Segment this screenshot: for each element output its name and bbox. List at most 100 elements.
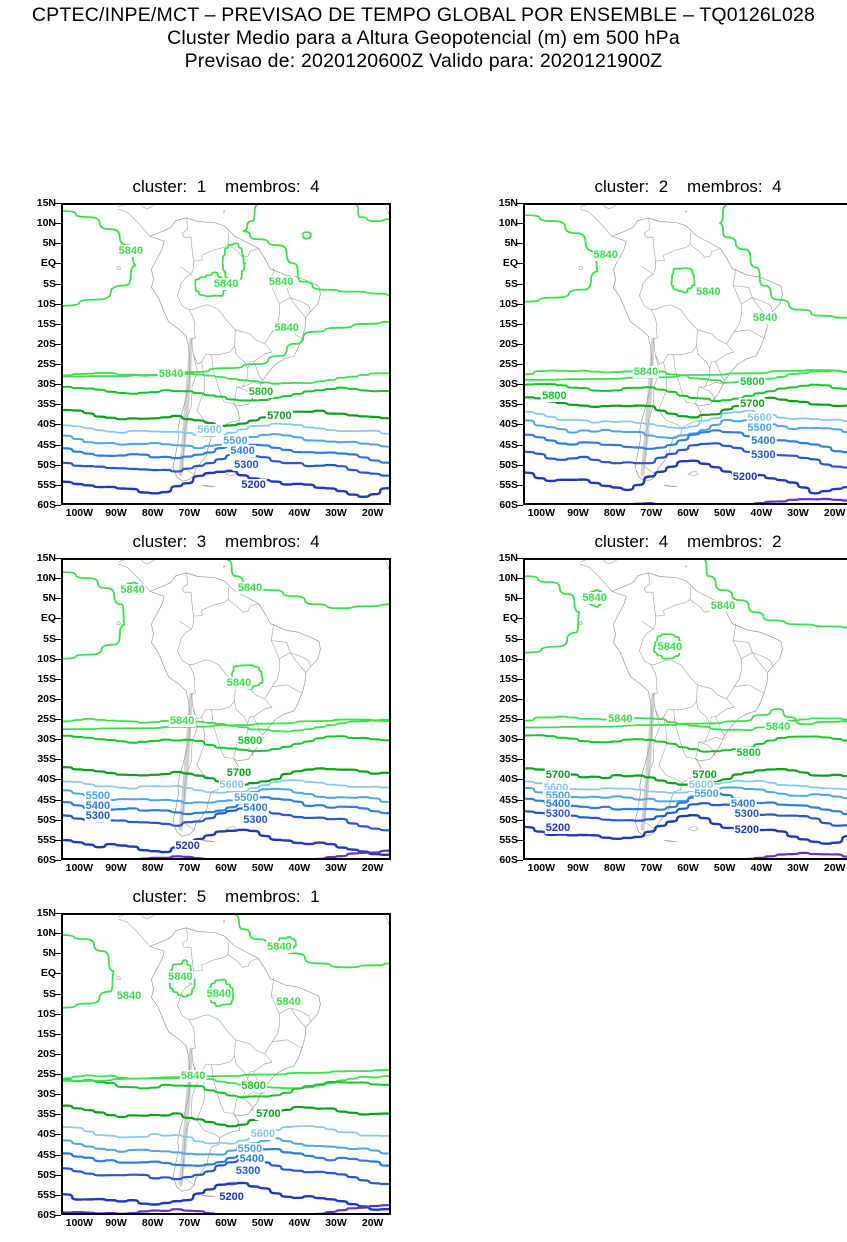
contour-5840: [63, 210, 137, 307]
y-axis-tick: [55, 203, 61, 204]
y-axis-label: 10S: [37, 652, 56, 665]
y-axis-tick: [517, 464, 523, 466]
contour-5840: [63, 320, 389, 378]
y-axis-tick: [517, 638, 523, 640]
contour-label: 5600: [746, 412, 773, 425]
chart-header: CPTEC/INPE/MCT – PREVISAO DE TEMPO GLOBA…: [0, 0, 847, 73]
y-axis-label: 20S: [37, 337, 56, 350]
contour-label: 5200: [731, 470, 759, 483]
contour-label: 5840: [212, 277, 240, 290]
contour-5800: [63, 734, 389, 753]
x-axis-label: 50W: [713, 507, 736, 519]
x-axis-label: 70W: [178, 1217, 201, 1229]
y-axis-label: 35S: [37, 1108, 56, 1121]
x-axis-label: 100W: [65, 1217, 94, 1229]
contour-5700: [525, 767, 847, 787]
y-axis-label: 15S: [499, 317, 518, 330]
x-axis-label: 90W: [105, 862, 127, 874]
x-axis-label: 30W: [325, 1217, 347, 1229]
contour-5840: [63, 1069, 389, 1082]
contour-5300: [525, 442, 847, 469]
x-axis-label: 50W: [251, 1217, 274, 1229]
contour-5600: [63, 422, 389, 438]
y-axis-label: 20S: [499, 337, 518, 350]
contour-label: 5840: [117, 245, 145, 258]
x-axis-label: 60W: [215, 507, 237, 519]
contour-label: 5840: [119, 584, 146, 597]
y-axis-tick: [517, 839, 523, 841]
contour-label: 5840: [581, 592, 608, 605]
contour-5840: [525, 708, 847, 729]
y-axis-tick: [517, 558, 523, 559]
cluster-panel-1: cluster: 1 membros: 4 15N 10N 5N EQ 5S 10S 15S 2…: [20, 177, 432, 532]
contour-label: 5840: [656, 640, 684, 653]
x-axis-label: 50W: [251, 862, 274, 874]
contour-5840: [525, 715, 847, 732]
y-axis-label: 15S: [37, 1027, 56, 1040]
x-axis-label: 20W: [361, 507, 384, 519]
y-axis-label: 15N: [36, 197, 56, 209]
contour-5700: [63, 408, 389, 428]
contour-label: 5840: [267, 275, 295, 288]
y-axis-label: 10S: [499, 297, 518, 310]
y-axis-label: EQ: [40, 967, 56, 980]
contour-5400: [525, 792, 847, 816]
y-axis-label: 45S: [37, 793, 56, 806]
contour-label: 5840: [607, 713, 634, 726]
panel-title-cluster-3: cluster: 3 membros: 4: [132, 532, 320, 551]
y-axis-label: 30S: [499, 733, 518, 746]
contour-label: 5800: [247, 386, 275, 399]
y-axis-tick: [55, 993, 61, 995]
header-line-3: Previsao de: 2020120600Z Valido para: 20…: [184, 50, 663, 72]
x-axis-label: 20W: [361, 1217, 384, 1229]
contour-map: [525, 205, 847, 503]
y-axis-label: 55S: [37, 833, 56, 846]
y-axis-label: 30S: [37, 378, 56, 391]
x-axis-label: 40W: [750, 862, 773, 874]
contour-label: 5200: [544, 821, 572, 834]
contour-label: 5840: [179, 1070, 207, 1083]
contour-5840: [525, 214, 599, 303]
y-axis-label: 5N: [42, 237, 56, 250]
x-axis-label: 40W: [288, 1217, 311, 1229]
contour-5100: [88, 849, 389, 858]
y-axis-tick: [55, 303, 61, 305]
y-axis-label: 35S: [499, 753, 518, 766]
contour-label: 5500: [233, 791, 260, 804]
x-axis-label: 100W: [527, 507, 556, 519]
contour-label: 5840: [115, 989, 143, 1002]
y-axis-label: 30S: [499, 378, 518, 391]
contour-map: [525, 560, 847, 858]
y-axis-label: 10S: [37, 1007, 56, 1020]
x-axis-label: 30W: [787, 507, 809, 519]
y-axis-tick: [517, 505, 523, 506]
y-axis-label: EQ: [40, 257, 56, 270]
y-axis-tick: [55, 558, 61, 559]
y-axis-tick: [517, 860, 523, 861]
x-axis-label: 60W: [215, 1217, 237, 1229]
contour-label: 5500: [693, 787, 720, 800]
y-axis-label: 35S: [37, 398, 56, 411]
y-axis-tick: [517, 618, 523, 620]
cluster-panel-2: cluster: 2 membros: 4 15N 10N 5N EQ 5S 10S 15S 2…: [482, 177, 847, 532]
contour-label: 5700: [255, 1108, 282, 1121]
x-axis-label: 70W: [640, 862, 663, 874]
y-axis-tick: [55, 364, 61, 366]
contour-5840: [63, 934, 115, 1009]
y-axis-tick: [517, 404, 523, 406]
y-axis-tick: [517, 223, 523, 225]
y-axis-label: 40S: [37, 418, 56, 431]
contour-label: 5840: [168, 715, 196, 728]
y-axis-tick: [517, 424, 523, 426]
contour-label: 5840: [275, 995, 302, 1008]
y-axis-label: 10N: [36, 927, 56, 940]
map-frame-cluster-2: 5840 5840 5840 5840 5800 5800 5700 5600 5500 5400…: [523, 203, 847, 505]
contour-label: 5700: [739, 398, 766, 411]
contour-label: 5300: [242, 813, 269, 826]
y-axis-tick: [517, 384, 523, 386]
y-axis-tick: [55, 484, 61, 486]
y-axis-label: 15N: [36, 552, 56, 564]
contour-label: 5800: [240, 1080, 267, 1093]
y-axis-tick: [55, 799, 61, 801]
contour-5200: [525, 459, 847, 495]
